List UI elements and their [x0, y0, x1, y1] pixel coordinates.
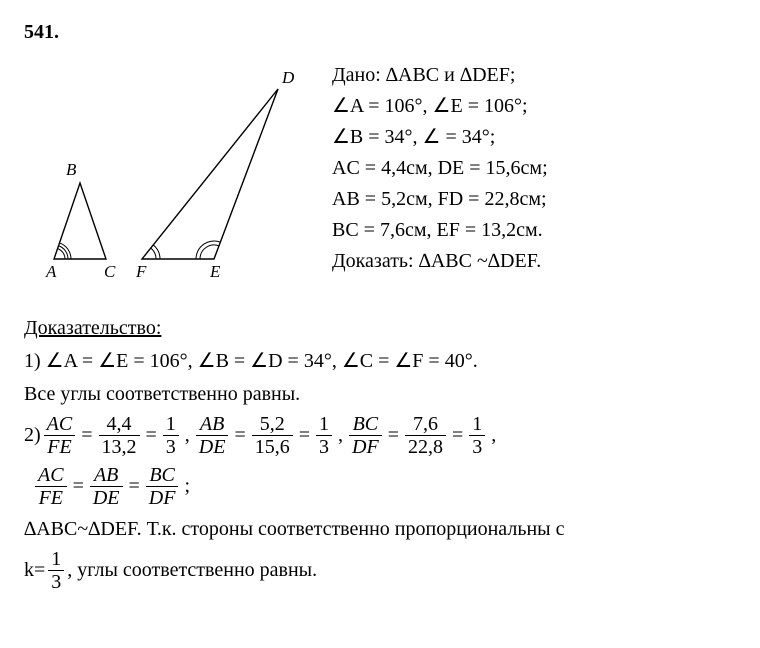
eq: =	[146, 421, 157, 450]
given-line: ∠B = 34°, ∠ = 34°;	[332, 123, 736, 152]
frac: 13	[316, 413, 332, 458]
conclusion-k: k= 13 , углы соответственно равны.	[24, 548, 736, 593]
frac: BCDF	[146, 464, 179, 509]
eq: =	[452, 421, 463, 450]
svg-text:A: A	[45, 262, 57, 281]
eq: =	[129, 472, 140, 501]
frac: ABDE	[90, 464, 123, 509]
frac: 5,215,6	[252, 413, 293, 458]
step1-line-b: Все углы соответственно равны.	[24, 380, 736, 409]
eq: =	[234, 421, 245, 450]
triangle-figure: A B CF E D	[24, 61, 304, 300]
k-prefix: k=	[24, 556, 45, 585]
given-line: AC = 4,4см, DE = 15,6см;	[332, 154, 736, 183]
svg-text:F: F	[135, 262, 147, 281]
comma: ,	[491, 421, 496, 450]
proof-title: Доказательство:	[24, 314, 736, 343]
step2-prefix: 2)	[24, 421, 41, 450]
conclusion-b: , углы соответственно равны.	[67, 556, 317, 585]
given-line: Доказать: ∆ABC ~∆DEF.	[332, 247, 736, 276]
frac: 4,413,2	[99, 413, 140, 458]
frac: 13	[469, 413, 485, 458]
problem-number: 541.	[24, 18, 736, 47]
frac: ACFE	[44, 413, 76, 458]
svg-text:C: C	[104, 262, 116, 281]
given-line: AB = 5,2см, FD = 22,8см;	[332, 185, 736, 214]
conclusion-a: ∆ABC~∆DEF. Т.к. стороны соответственно п…	[24, 515, 736, 544]
eq: =	[299, 421, 310, 450]
frac: ACFE	[35, 464, 67, 509]
frac: 13	[48, 548, 64, 593]
given-line: BC = 7,6см, EF = 13,2см.	[332, 216, 736, 245]
given-line: ∠A = 106°, ∠E = 106°;	[332, 92, 736, 121]
given-line: Дано: ∆ABC и ∆DEF;	[332, 61, 736, 90]
figure-svg: A B CF E D	[24, 61, 304, 291]
frac: ABDE	[196, 413, 229, 458]
eq: =	[73, 472, 84, 501]
frac: BCDF	[349, 413, 382, 458]
step2-ratios: 2) ACFE = 4,413,2 = 13 , ABDE = 5,215,6 …	[24, 413, 736, 458]
frac: 7,622,8	[405, 413, 446, 458]
ratio-chain: ACFE = ABDE = BCDF ;	[24, 464, 736, 509]
svg-text:E: E	[209, 262, 221, 281]
top-section: A B CF E D Дано: ∆ABC и ∆DEF; ∠A = 106°, ∠E …	[24, 61, 736, 300]
svg-text:D: D	[281, 68, 295, 87]
eq: =	[388, 421, 399, 450]
comma: ,	[338, 421, 343, 450]
svg-text:B: B	[66, 160, 77, 179]
semicolon: ;	[184, 472, 190, 501]
given-block: Дано: ∆ABC и ∆DEF; ∠A = 106°, ∠E = 106°;…	[332, 61, 736, 278]
frac: 13	[163, 413, 179, 458]
eq: =	[81, 421, 92, 450]
comma: ,	[185, 421, 190, 450]
step1-line-a: 1) ∠A = ∠E = 106°, ∠B = ∠D = 34°, ∠C = ∠…	[24, 347, 736, 376]
